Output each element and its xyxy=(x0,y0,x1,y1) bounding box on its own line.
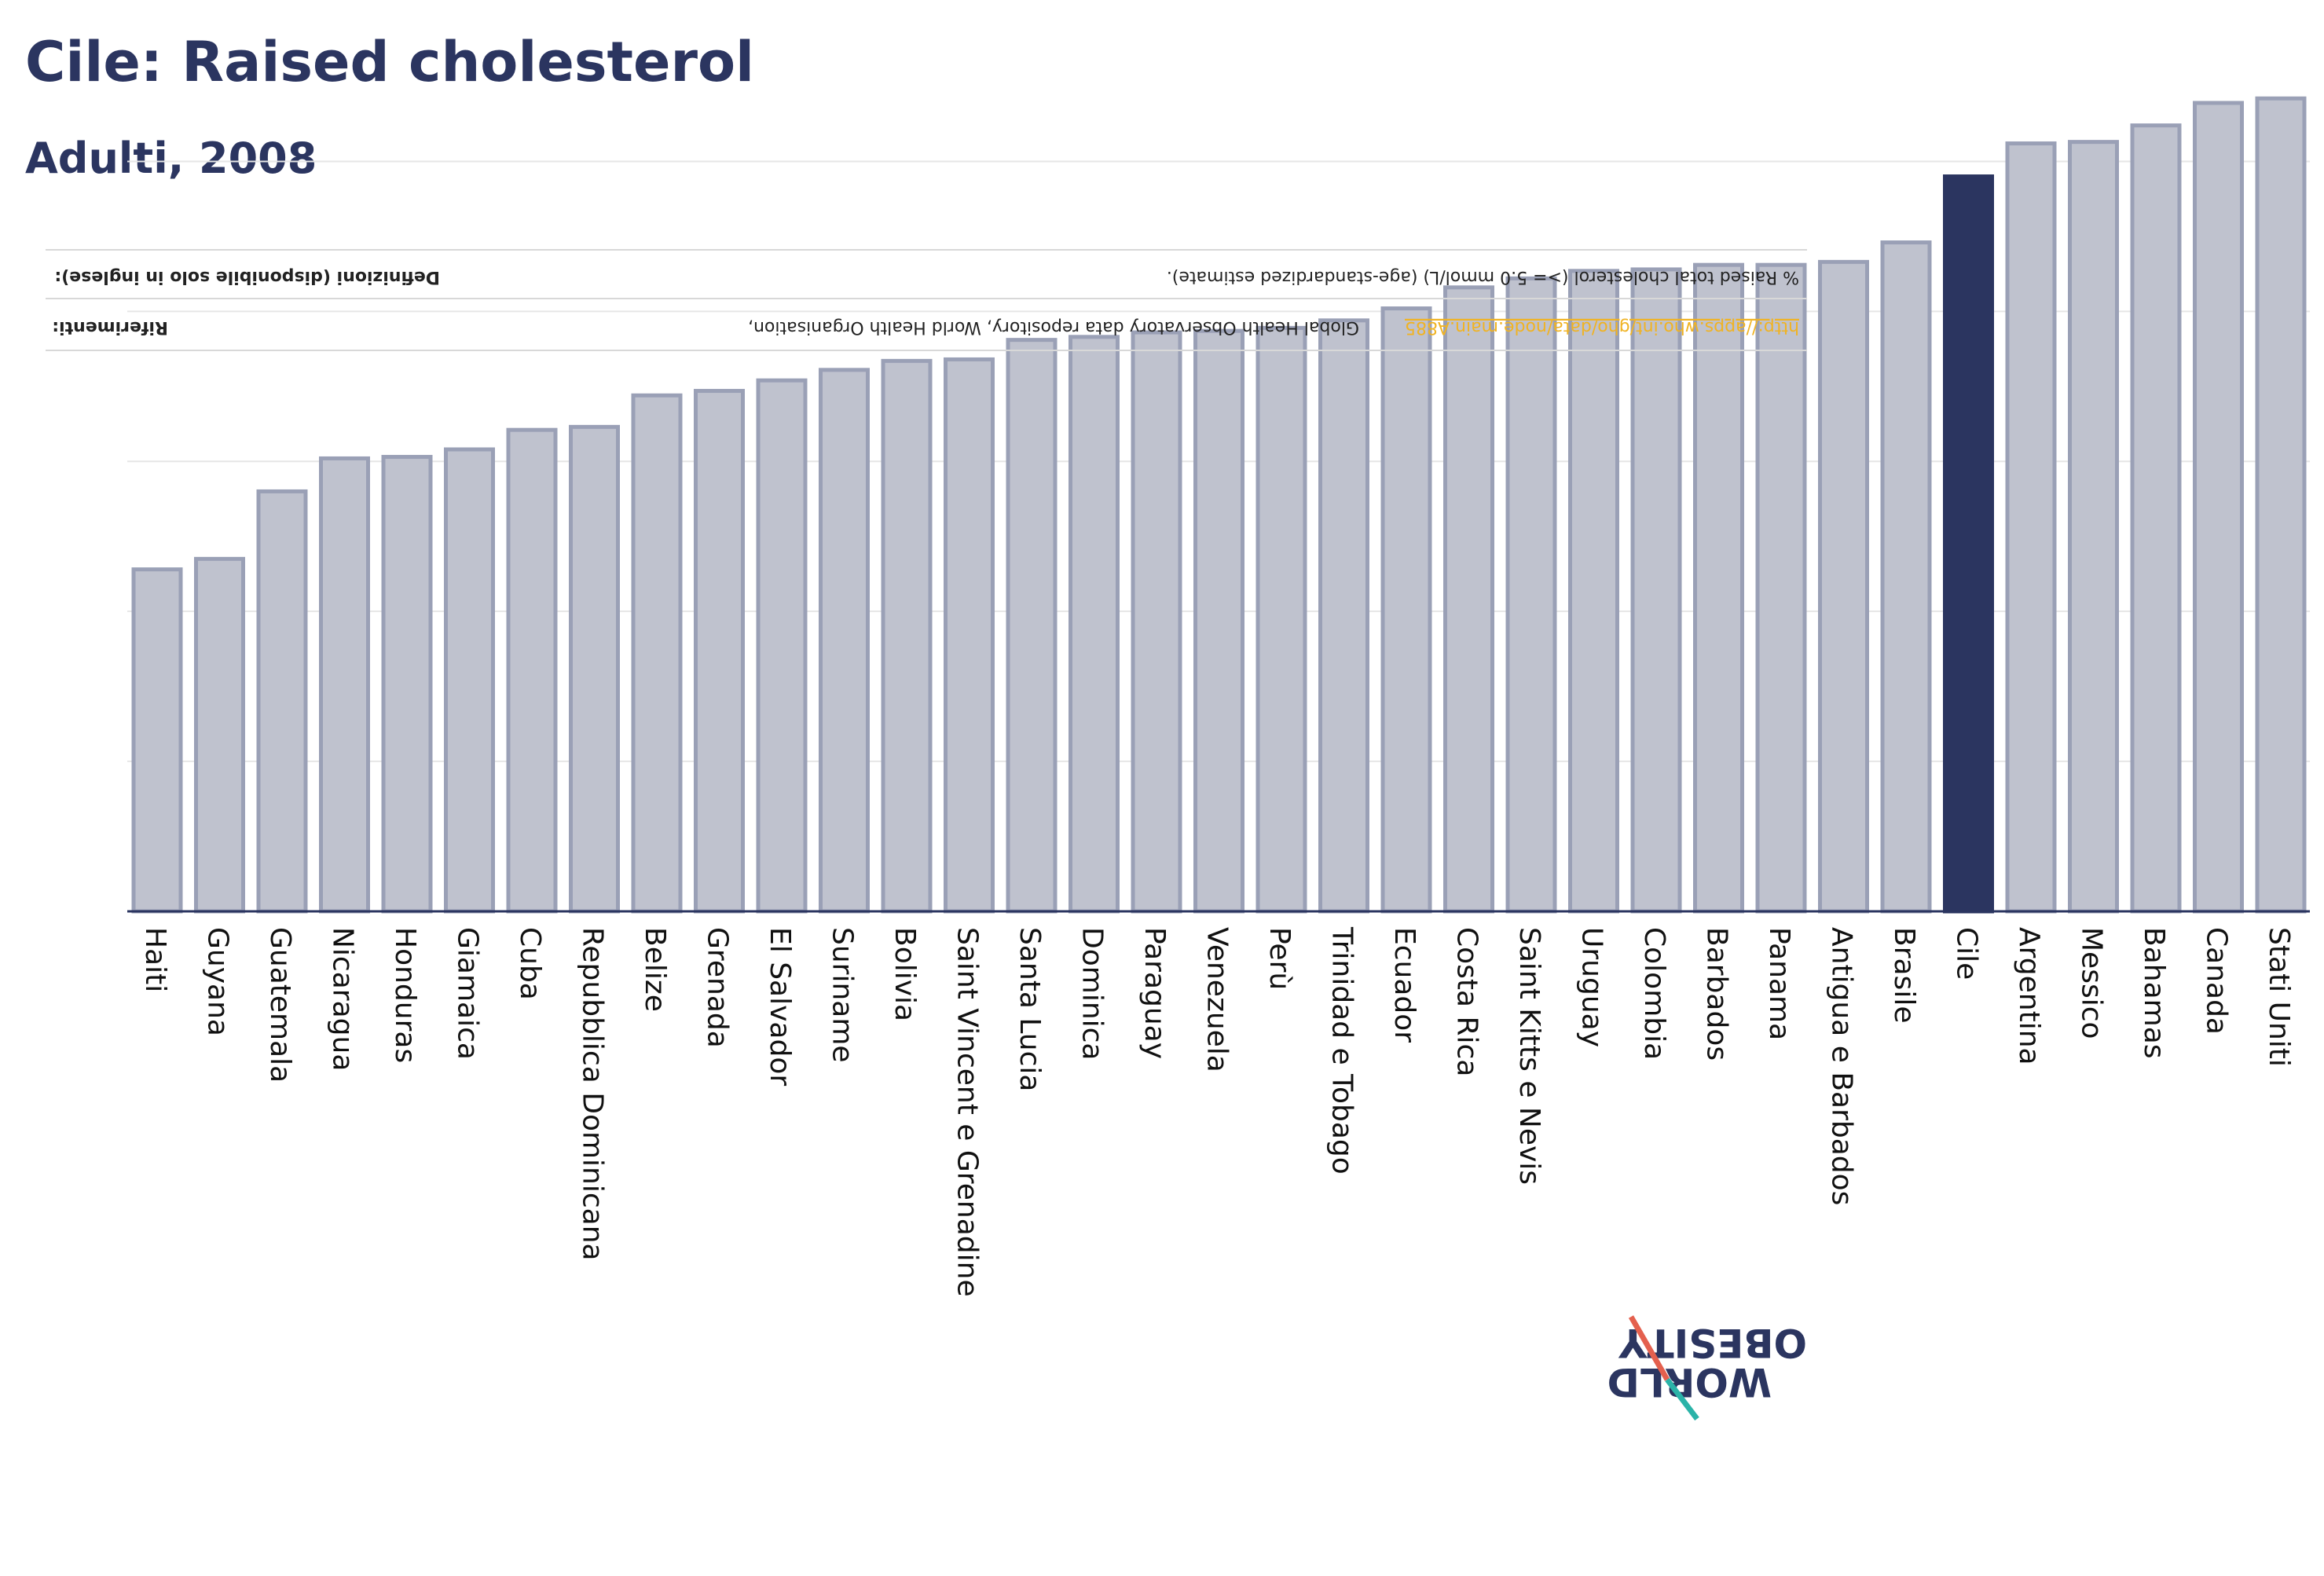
x-tick-label: Cuba xyxy=(514,927,546,1000)
bar xyxy=(819,368,870,914)
x-tick-label: Nicaragua xyxy=(327,927,359,1071)
bar xyxy=(1443,285,1494,914)
bar xyxy=(1818,259,1869,914)
x-tick-labels: Haiti Guyana Guatemala Nicaragua Honduras Gia… xyxy=(139,926,2295,1297)
logo-slash-icon xyxy=(1628,1315,1670,1381)
x-tick-label: Bahamas xyxy=(2138,927,2170,1059)
bars xyxy=(131,96,2307,914)
logo-line2: WORLD xyxy=(1607,1359,1772,1405)
x-tick-label: Saint Kitts e Nevis xyxy=(1513,927,1545,1185)
bar xyxy=(631,393,683,914)
x-tick-label: Paraguay xyxy=(1138,927,1171,1059)
x-tick-label: Canada xyxy=(2201,927,2233,1035)
bar xyxy=(756,378,808,914)
logo-slash-icon xyxy=(1665,1377,1699,1421)
x-tick-label: Perù xyxy=(1263,927,1296,990)
bar xyxy=(381,455,433,914)
x-tick-label: Cile xyxy=(1951,927,1983,980)
x-tick-label: Antigua e Barbados xyxy=(1826,927,1858,1205)
x-tick-label: Saint Vincent e Grenadine xyxy=(951,927,984,1297)
x-tick-label: Haiti xyxy=(139,927,171,992)
page-subtitle: Adulti, 2008 xyxy=(25,134,317,183)
bar xyxy=(256,489,308,914)
references-link[interactable]: http://apps.who.int/gho/data/node.main.A… xyxy=(1405,317,1799,337)
bar xyxy=(1193,328,1244,914)
definitions-label: Definizioni (disponibile solo in inglese… xyxy=(54,267,440,287)
bar xyxy=(1131,330,1182,914)
x-tick-label: Bolivia xyxy=(889,927,921,1021)
x-tick-label: Guatemala xyxy=(264,927,296,1083)
x-tick-label: Santa Lucia xyxy=(1014,927,1046,1091)
bar xyxy=(1943,174,1994,914)
x-tick-label: Panama xyxy=(1763,927,1795,1040)
info-table: Definizioni (disponibile solo in inglese… xyxy=(46,249,1807,351)
bar xyxy=(1630,267,1682,914)
bar xyxy=(2068,140,2119,914)
x-tick-label: Brasile xyxy=(1888,927,1920,1023)
references-text: Global Health Observatory data repositor… xyxy=(748,317,1359,337)
bar xyxy=(1255,325,1307,914)
bar xyxy=(444,447,495,914)
x-tick-label: Guyana xyxy=(202,927,234,1036)
x-tick-label: El Salvador xyxy=(764,927,796,1086)
bar xyxy=(1380,306,1432,914)
x-tick-label: Honduras xyxy=(389,927,421,1063)
references-label: Riferimenti: xyxy=(52,317,168,337)
x-tick-label: Grenada xyxy=(702,927,734,1048)
bar xyxy=(1069,335,1120,914)
x-tick-label: Trinidad e Tobago xyxy=(1326,926,1358,1175)
x-tick-label: Argentina xyxy=(2013,927,2045,1065)
bar xyxy=(694,389,745,914)
x-tick-label: Repubblica Dominicana xyxy=(577,927,609,1261)
x-tick-label: Belize xyxy=(639,927,671,1012)
page-title: Cile: Raised cholesterol xyxy=(25,30,755,94)
bar xyxy=(194,556,245,914)
x-tick-label: Colombia xyxy=(1638,927,1670,1060)
bar xyxy=(2005,141,2057,914)
bar xyxy=(1505,276,1557,914)
bar xyxy=(881,358,933,914)
x-tick-label: Ecuador xyxy=(1388,927,1420,1043)
bar xyxy=(569,424,620,914)
bar xyxy=(1755,262,1807,914)
x-tick-label: Barbados xyxy=(1701,927,1733,1061)
bar xyxy=(2130,123,2182,914)
bar xyxy=(1693,262,1744,914)
bar xyxy=(131,567,183,914)
bar xyxy=(1006,338,1058,914)
x-tick-label: Uruguay xyxy=(1576,927,1608,1047)
bar xyxy=(2193,101,2244,914)
x-tick-label: Costa Rica xyxy=(1451,927,1483,1076)
bar xyxy=(944,357,995,914)
bar xyxy=(506,427,558,914)
bar xyxy=(1568,269,1619,914)
x-tick-label: Stati Uniti xyxy=(2263,927,2295,1067)
bar xyxy=(1880,240,1932,914)
x-tick-label: Giamaica xyxy=(452,927,484,1060)
x-tick-label: Dominica xyxy=(1076,927,1109,1061)
x-tick-label: Suriname xyxy=(827,927,859,1063)
definitions-text: % Raised total cholesterol (>= 5.0 mmol/… xyxy=(1167,267,1799,287)
bar xyxy=(1318,318,1369,914)
bar xyxy=(319,456,370,914)
x-tick-label: Venezuela xyxy=(1201,927,1233,1072)
world-obesity-logo: OBESITY WORLD xyxy=(1607,1315,1807,1421)
x-tick-label: Messico xyxy=(2076,927,2108,1039)
bar xyxy=(2255,96,2307,914)
logo-line1: OBESITY xyxy=(1618,1320,1807,1365)
